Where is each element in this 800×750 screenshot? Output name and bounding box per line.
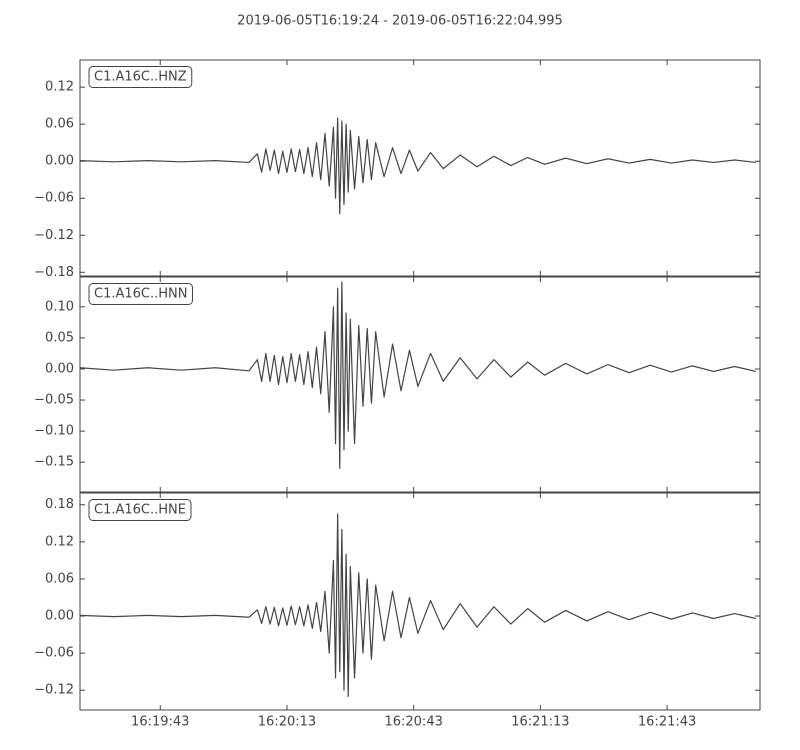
y-tick-label: −0.12	[34, 228, 74, 243]
y-tick-label: 0.18	[45, 497, 74, 512]
trace-label: C1.A16C..HNE	[94, 503, 186, 518]
trace-label: C1.A16C..HNZ	[94, 70, 187, 85]
y-tick-label: −0.12	[34, 683, 74, 698]
y-tick-label: −0.06	[34, 191, 74, 206]
waveform	[79, 513, 756, 697]
x-tick-label: 16:19:43	[131, 715, 189, 730]
y-tick-label: 0.12	[45, 80, 74, 95]
trace-label: C1.A16C..HNN	[94, 287, 187, 302]
waveform	[79, 281, 756, 469]
y-tick-label: 0.00	[45, 361, 74, 376]
waveform	[79, 117, 756, 215]
y-tick-label: −0.06	[34, 646, 74, 661]
y-tick-label: 0.10	[45, 299, 74, 314]
trace-label-box	[88, 283, 193, 305]
y-tick-label: 0.12	[45, 534, 74, 549]
plot-frame	[79, 492, 761, 711]
y-tick-label: −0.10	[34, 424, 74, 439]
y-tick-label: −0.18	[34, 265, 74, 280]
plot-frame	[79, 59, 761, 277]
y-tick-label: 0.06	[45, 571, 74, 586]
trace-label-box	[88, 499, 192, 521]
x-tick-label: 16:21:13	[511, 715, 569, 730]
y-tick-label: 0.00	[45, 154, 74, 169]
y-tick-label: −0.15	[34, 455, 74, 470]
x-tick-label: 16:20:43	[384, 715, 442, 730]
y-tick-label: 0.06	[45, 117, 74, 132]
trace-label-box	[88, 66, 193, 88]
y-tick-label: 0.00	[45, 609, 74, 624]
plot-frame	[79, 276, 761, 493]
y-tick-label: 0.05	[45, 330, 74, 345]
x-tick-label: 16:21:43	[638, 715, 696, 730]
figure-title: 2019-06-05T16:19:24 - 2019-06-05T16:22:0…	[237, 14, 563, 29]
x-tick-label: 16:20:13	[258, 715, 316, 730]
y-tick-label: −0.05	[34, 393, 74, 408]
